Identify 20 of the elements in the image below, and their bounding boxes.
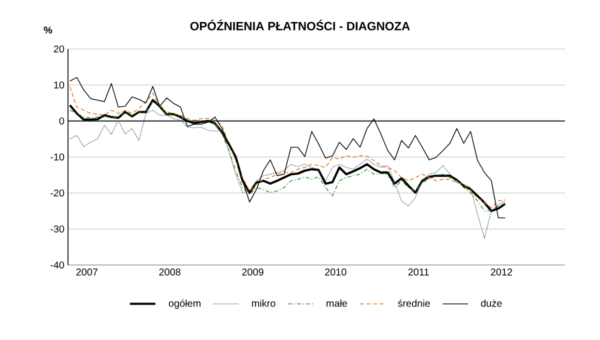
x-tick-label: 2008 [159,268,180,276]
y-tick-label: -20 [50,189,64,197]
y-tick-label: -10 [50,153,64,161]
x-tick-label: 2010 [325,268,346,276]
chart-title: OPÓŹNIENIA PŁATNOŚCI - DIAGNOZA [190,20,410,30]
y-tick-label: 0 [59,117,64,125]
x-tick-label: 2011 [408,268,429,276]
legend-label: małe [326,299,348,307]
x-tick-label: 2007 [76,268,98,276]
legend-label: średnie [398,299,430,307]
y-tick-label: 20 [54,45,64,53]
legend-label: ogółem [168,299,200,309]
legend-label: duże [481,299,502,307]
x-tick-label: 2009 [242,268,264,276]
legend-label: mikro [252,299,276,307]
x-tick-label: 2012 [490,268,512,276]
y-tick-label: -40 [50,261,64,269]
y-tick-label: -30 [50,225,64,233]
y-axis-title: % [44,26,52,34]
y-tick-label: 10 [54,81,64,89]
